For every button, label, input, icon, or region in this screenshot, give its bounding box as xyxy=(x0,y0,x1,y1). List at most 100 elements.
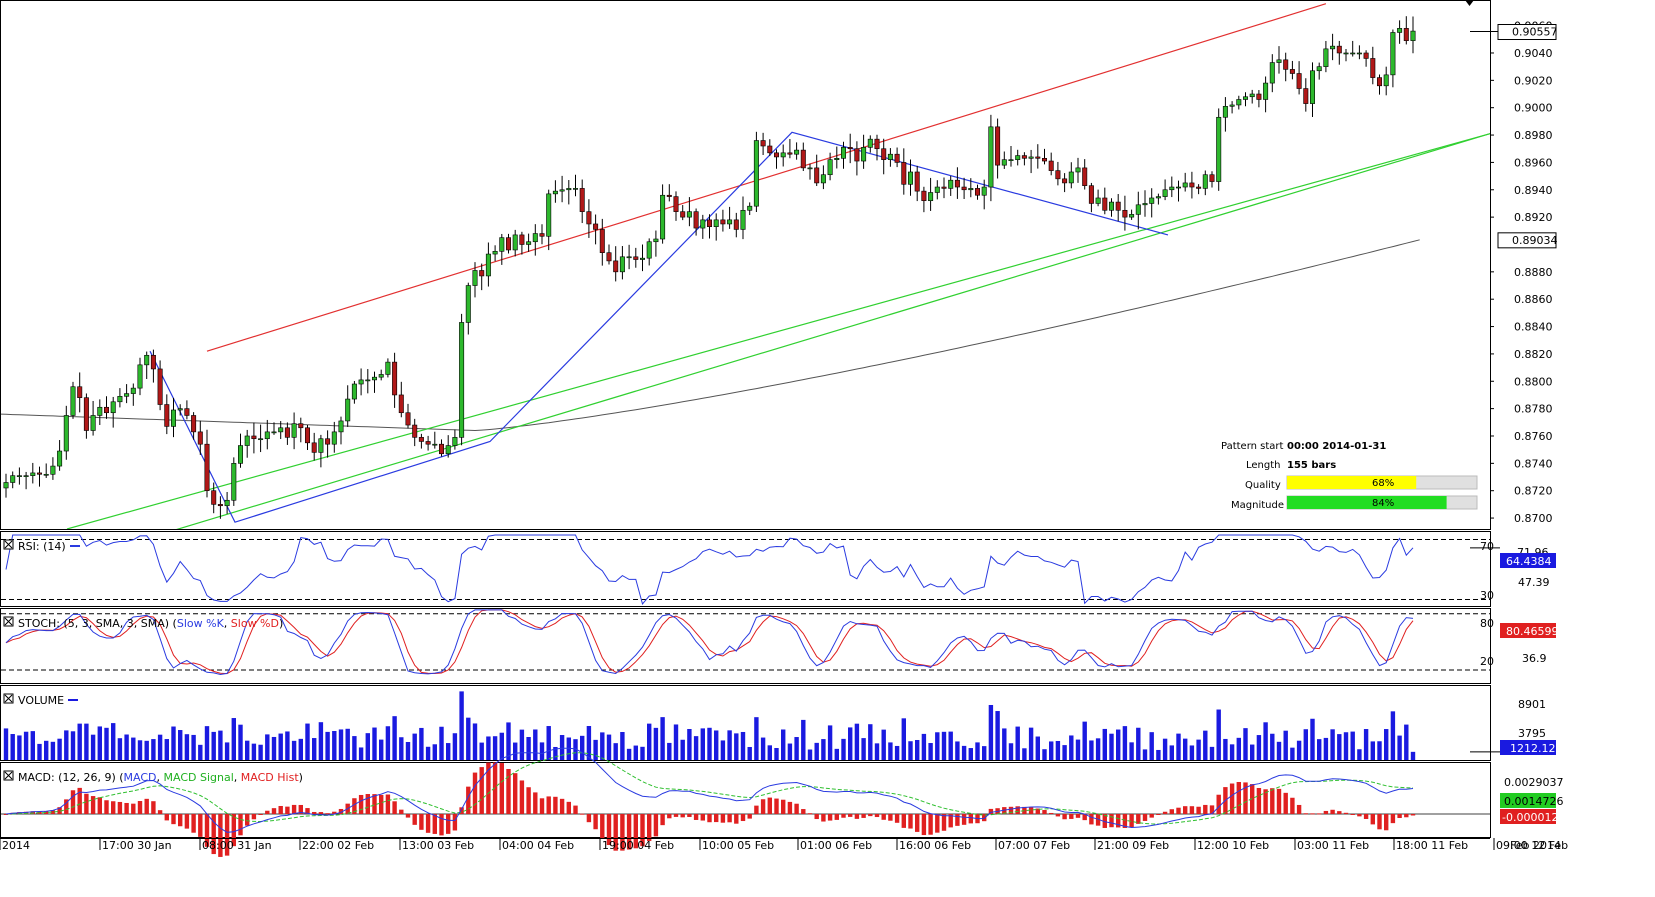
volume-bar xyxy=(1022,748,1027,760)
volume-bar xyxy=(312,738,317,760)
volume-bar xyxy=(1028,727,1034,760)
volume-bar xyxy=(841,738,846,760)
candle-bull xyxy=(1229,104,1235,107)
volume-bar xyxy=(332,731,337,760)
macd-hist-bar xyxy=(1049,812,1054,814)
macd-hist-bar xyxy=(1095,814,1101,826)
ma-price-value: 0.89034 xyxy=(1512,234,1558,247)
macd-hist-bar xyxy=(271,808,277,814)
x-tick-label: 22:00 02 Feb xyxy=(302,839,374,852)
x-tick-label: 17:00 30 Jan xyxy=(102,839,172,852)
main-panel-frame xyxy=(0,0,1491,530)
volume-bar xyxy=(586,726,592,760)
macd-hist-bar xyxy=(459,807,464,814)
length-label: Length xyxy=(1246,460,1281,471)
candle-bull xyxy=(244,435,250,446)
macd-hist-bar xyxy=(626,814,632,850)
volume-bar xyxy=(251,743,257,760)
macd-hist-bar xyxy=(446,814,451,834)
macd-hist-bar xyxy=(600,814,605,839)
volume-bar xyxy=(405,741,411,760)
candle-bear xyxy=(325,438,331,445)
candle-bull xyxy=(472,270,478,286)
candle-bear xyxy=(150,354,156,370)
macd-hist-bar xyxy=(807,813,813,815)
volume-bar xyxy=(928,743,933,760)
quality-value: 68% xyxy=(1372,478,1394,489)
panel-frames xyxy=(0,0,1491,838)
volume-tick-high: 8901 xyxy=(1518,698,1546,711)
candle-bull xyxy=(566,188,572,191)
macd-hist-bar xyxy=(1062,814,1067,820)
macd-hist-bar xyxy=(198,814,203,837)
candle-bear xyxy=(941,186,947,189)
candle-bear xyxy=(901,162,907,185)
volume-bar xyxy=(566,737,571,760)
macd-title: MACD: (12, 26, 9) (MACD, MACD Signal, MA… xyxy=(18,771,303,784)
macd-hist-bar xyxy=(854,814,860,819)
volume-bar xyxy=(613,743,618,760)
macd-hist-bar xyxy=(84,793,89,814)
candle-bear xyxy=(1122,209,1128,218)
volume-bar xyxy=(1055,741,1061,760)
volume-bar xyxy=(533,729,538,760)
volume-panel-frame xyxy=(0,685,1491,761)
rsi-panel-frame xyxy=(0,531,1491,607)
length-value: 155 bars xyxy=(1287,460,1336,471)
volume-bar xyxy=(720,740,726,760)
candle-bull xyxy=(271,431,277,434)
macd-hist-bar xyxy=(707,814,712,823)
candle-bear xyxy=(606,252,612,262)
volume-bar xyxy=(593,739,598,760)
candle-bull xyxy=(861,147,867,162)
macd-panel-frame xyxy=(0,762,1491,838)
support-line-main xyxy=(176,133,1490,529)
macd-hist-bar xyxy=(1196,806,1201,814)
candle-bull xyxy=(1068,171,1074,184)
candle-bull xyxy=(345,398,351,422)
stoch-title: STOCH: (5, 3, SMA, 3, SMA) (Slow %K, Slo… xyxy=(18,617,283,630)
candle-bull xyxy=(445,445,451,455)
macd-hist-bar xyxy=(1162,811,1168,814)
candle-bear xyxy=(995,126,1001,166)
volume-bar xyxy=(539,742,545,760)
macd-hist-bar xyxy=(794,803,799,814)
macd-hist-bar xyxy=(841,814,846,818)
volume-bar xyxy=(472,723,478,760)
candle-bull xyxy=(1222,106,1228,118)
volume-bar xyxy=(1263,722,1268,760)
x-axis: 2014 17:00 30 Jan 08:00 31 Jan 22:00 02 Feb… xyxy=(0,838,1568,852)
x-tick-label: 07:00 07 Feb xyxy=(998,839,1070,852)
x-tick-label: 08:00 31 Jan xyxy=(202,839,272,852)
volume-title: VOLUME xyxy=(18,694,64,707)
macd-hist-bar xyxy=(1102,814,1107,828)
candle-bull xyxy=(1323,48,1329,67)
volume-bar xyxy=(452,733,458,760)
candle-bear xyxy=(874,138,880,150)
candle-bear xyxy=(1303,88,1309,104)
volume-bar xyxy=(379,739,384,760)
volume-bar xyxy=(1149,732,1154,760)
stoch-panel-frame xyxy=(0,608,1491,684)
candle-bear xyxy=(800,149,806,169)
volume-bar xyxy=(767,745,772,760)
volume-bar xyxy=(184,734,190,760)
volume-bar xyxy=(874,743,880,760)
volume-bar xyxy=(935,732,940,760)
candle-bull xyxy=(867,138,873,148)
macd-signal-name: MACD Signal xyxy=(164,771,234,784)
candle-bull xyxy=(278,427,284,433)
volume-bar xyxy=(1183,738,1188,760)
volume-bar xyxy=(506,722,511,760)
macd-hist-bar xyxy=(1149,814,1154,818)
macd-hist-bar xyxy=(941,814,947,831)
volume-bar xyxy=(754,717,759,760)
volume-bar xyxy=(553,746,558,760)
macd-hist-bar xyxy=(928,814,933,835)
candle-bear xyxy=(1296,73,1302,89)
volume-bar xyxy=(787,743,793,760)
macd-hist-bar xyxy=(224,814,230,856)
candle-bear xyxy=(706,219,712,227)
candle-bull xyxy=(559,189,565,192)
y-tick-label: 0.8960 xyxy=(1514,156,1553,169)
